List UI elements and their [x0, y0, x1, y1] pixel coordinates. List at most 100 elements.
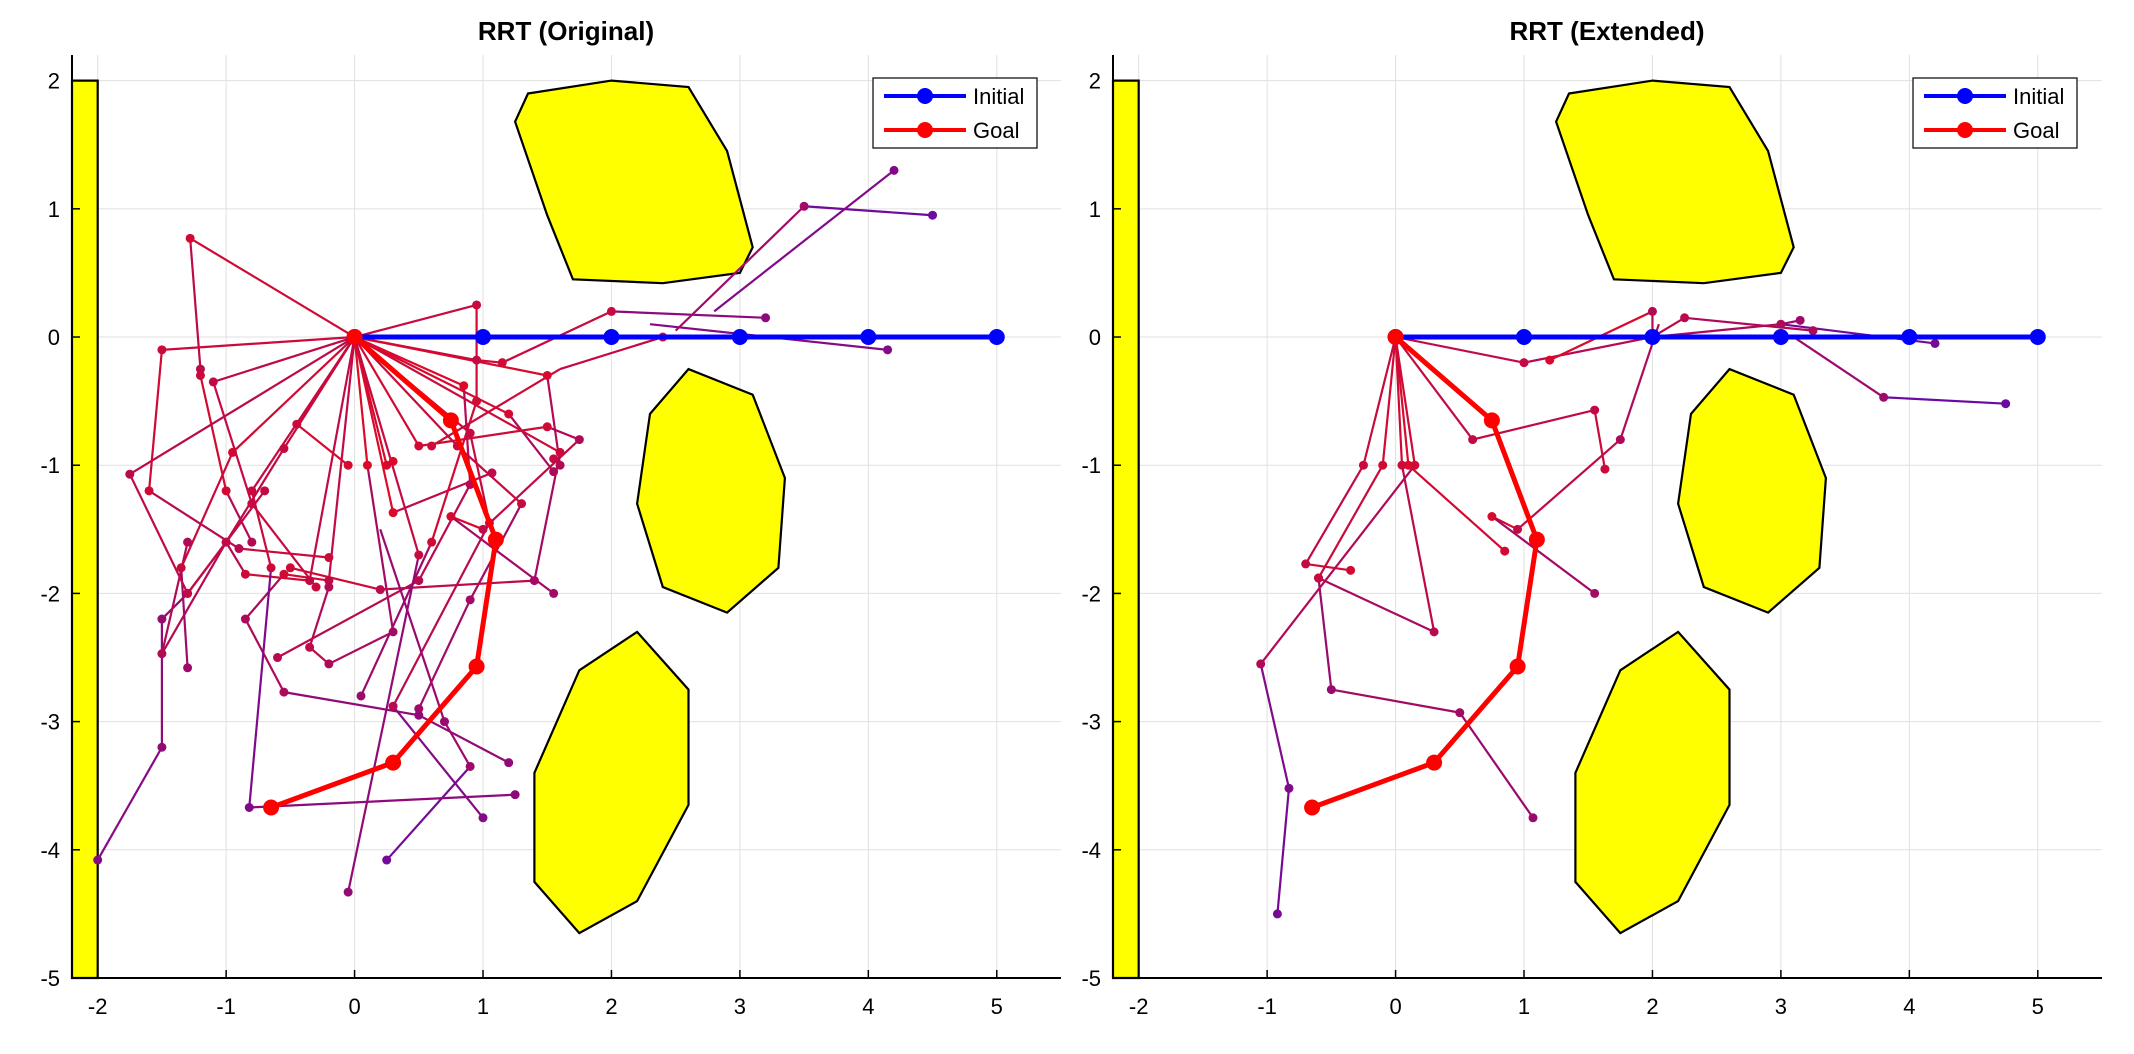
- tree-edge: [276, 579, 420, 659]
- tree-edge: [129, 336, 356, 476]
- tree-edge: [189, 238, 202, 370]
- tree-node: [240, 569, 250, 579]
- y-tick-label: -4: [40, 838, 60, 863]
- tree-node: [324, 576, 334, 586]
- tree-node: [549, 467, 559, 477]
- y-tick-label: -1: [40, 453, 60, 478]
- goal-path-marker: [263, 799, 280, 816]
- tree-edge: [96, 746, 163, 861]
- tree-node: [1600, 464, 1610, 474]
- x-tick-label: 3: [1775, 994, 1787, 1019]
- tree-edge: [354, 336, 510, 415]
- tree-node: [1500, 546, 1510, 556]
- tree-edge: [160, 541, 228, 655]
- tree-edge: [244, 573, 285, 620]
- tree-node: [1519, 358, 1529, 368]
- tree-node: [388, 456, 398, 466]
- tree-edge: [248, 567, 273, 808]
- y-tick-label: -3: [40, 710, 60, 735]
- tree-edge: [180, 451, 234, 569]
- obstacle: [533, 630, 690, 935]
- tree-edge: [1491, 515, 1596, 595]
- y-tick-label: 0: [1089, 325, 1101, 350]
- tree-edge: [804, 205, 933, 217]
- goal-path-line: [270, 335, 499, 810]
- tree-node: [555, 447, 565, 457]
- tree-edge: [1305, 562, 1351, 572]
- tree-node: [234, 544, 244, 554]
- x-tick-label: 2: [605, 994, 617, 1019]
- tree-edge: [1523, 335, 1653, 364]
- obstacle: [1574, 630, 1731, 935]
- goal-path-marker: [1304, 799, 1321, 816]
- tree-node: [221, 486, 231, 496]
- tree-edge: [250, 336, 356, 492]
- tree-edge: [225, 541, 247, 575]
- tree-node: [2001, 399, 2011, 409]
- tree-edge: [1793, 336, 1885, 399]
- x-tick-label: 0: [348, 994, 360, 1019]
- tree-nodes: [1256, 306, 2011, 919]
- tree-node: [1284, 783, 1294, 793]
- tree-node: [1808, 326, 1818, 336]
- tree-node: [1528, 813, 1538, 823]
- tree-node: [465, 595, 475, 605]
- tree-node: [883, 345, 893, 355]
- tree-edge: [353, 336, 420, 556]
- tree-edge: [392, 522, 491, 707]
- x-tick-label: 0: [1389, 994, 1401, 1019]
- tree-edge: [1472, 409, 1595, 441]
- tree-node: [555, 460, 565, 470]
- x-tick-labels: -2 -1 0 1 2 3 4 5: [1129, 994, 2044, 1019]
- tree-node: [311, 582, 321, 592]
- tree-node: [208, 377, 218, 387]
- y-tick-label: 1: [1089, 197, 1101, 222]
- tree-node: [343, 460, 353, 470]
- obstacle: [70, 79, 99, 980]
- goal-path-marker: [468, 658, 485, 675]
- tree-edge: [147, 349, 164, 491]
- tree-edge: [1407, 464, 1506, 552]
- initial-path-marker: [603, 329, 620, 346]
- tree-node: [497, 358, 507, 368]
- tree-node: [1513, 524, 1523, 534]
- tree-node: [195, 370, 205, 380]
- goal-path-marker: [487, 531, 504, 548]
- tree-edge: [1331, 688, 1460, 714]
- tree-node: [1272, 909, 1282, 919]
- tree-node: [606, 306, 616, 316]
- tree-edge: [353, 336, 459, 447]
- tree-edge: [1394, 336, 1416, 466]
- initial-path-marker: [2029, 329, 2046, 346]
- tree-edge: [385, 765, 471, 861]
- paths: [263, 329, 1005, 816]
- tree-edge: [418, 714, 510, 764]
- tree-node: [487, 468, 497, 478]
- legend: Initial Goal: [872, 77, 1038, 149]
- goal-path-marker: [385, 754, 402, 771]
- tree-edges: [1259, 310, 2006, 915]
- tree-edge: [354, 335, 548, 377]
- initial-path-marker: [1516, 329, 1533, 346]
- tree-node: [324, 582, 334, 592]
- goal-path-marker: [1509, 658, 1526, 675]
- tree-node: [446, 512, 456, 521]
- tree-edge: [366, 465, 395, 633]
- tree-node: [439, 717, 449, 727]
- tree-node: [1545, 355, 1555, 365]
- x-tick-label: 1: [477, 994, 489, 1019]
- legend-initial-label: Initial: [973, 84, 1024, 109]
- tree-node: [549, 588, 559, 598]
- obstacles: [1111, 79, 1828, 980]
- tree-node: [221, 537, 231, 547]
- tree-edge: [1304, 464, 1365, 565]
- tree-edge: [1684, 316, 1814, 332]
- tree-edge: [418, 425, 548, 448]
- y-tick-labels: 2 1 0 -1 -2 -3 -4 -5: [40, 69, 60, 991]
- y-tick-label: -1: [1081, 453, 1101, 478]
- initial-path-marker: [1644, 329, 1661, 346]
- tree-node: [388, 627, 398, 637]
- obstacle: [1676, 367, 1828, 614]
- legend: Initial Goal: [1912, 77, 2078, 149]
- tree-node: [1680, 313, 1690, 323]
